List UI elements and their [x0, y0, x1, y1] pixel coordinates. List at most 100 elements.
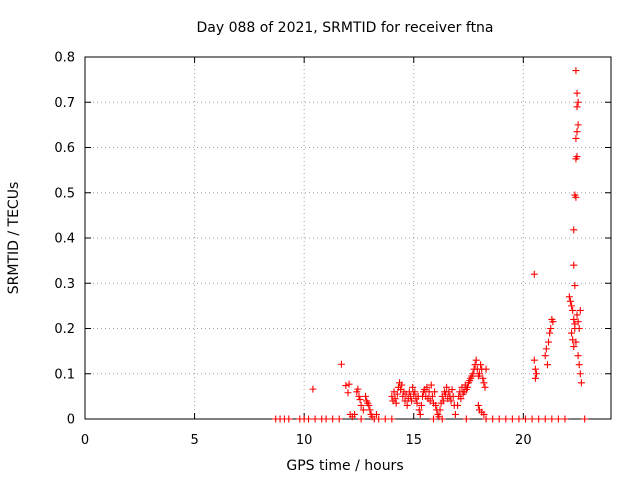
data-point	[344, 389, 352, 397]
data-point	[541, 415, 549, 423]
data-point	[427, 381, 435, 389]
data-point	[576, 370, 584, 378]
data-point	[572, 338, 580, 346]
data-point	[570, 315, 578, 323]
data-point	[365, 401, 373, 409]
data-point	[572, 134, 580, 142]
data-point	[535, 415, 543, 423]
y-tick-label: 0.3	[54, 277, 75, 292]
data-point	[576, 306, 584, 314]
data-point	[573, 89, 581, 97]
data-point	[545, 338, 553, 346]
data-point	[305, 415, 313, 423]
plot-area-border	[84, 56, 612, 420]
data-point	[362, 392, 370, 400]
data-point	[411, 388, 419, 396]
data-point	[432, 401, 440, 409]
data-point	[415, 406, 423, 414]
data-point	[574, 352, 582, 360]
x-tick-label: 5	[190, 433, 198, 448]
data-point	[417, 401, 425, 409]
data-point	[329, 415, 337, 423]
data-point	[436, 406, 444, 414]
data-point	[570, 343, 578, 351]
data-point	[515, 415, 523, 423]
data-point	[565, 293, 573, 301]
chart-title: Day 088 of 2021, SRMTID for receiver ftn…	[196, 20, 493, 36]
data-point	[530, 356, 538, 364]
data-point	[454, 401, 462, 409]
y-tick-label: 0.7	[54, 96, 75, 111]
data-point	[530, 270, 538, 278]
data-point	[457, 395, 465, 403]
data-point	[541, 352, 549, 360]
data-point	[531, 374, 539, 382]
data-point	[508, 415, 516, 423]
data-point	[572, 67, 580, 75]
data-point	[581, 415, 589, 423]
x-tick-label: 0	[81, 433, 89, 448]
data-point	[566, 297, 574, 305]
data-point	[311, 415, 319, 423]
data-point	[357, 415, 365, 423]
data-point	[392, 399, 400, 407]
data-point	[480, 410, 488, 418]
data-point	[431, 388, 439, 396]
x-tick-label: 20	[515, 433, 532, 448]
data-point	[568, 302, 576, 310]
data-point	[403, 401, 411, 409]
data-point	[546, 329, 554, 337]
y-axis-label: SRMTID / TECUs	[6, 182, 22, 295]
data-point	[391, 395, 399, 403]
data-point	[359, 406, 367, 414]
data-point	[570, 261, 578, 269]
data-point	[474, 401, 482, 409]
data-point	[574, 121, 582, 129]
y-tick-label: 0.2	[54, 322, 75, 337]
data-point	[568, 329, 576, 337]
data-point	[429, 415, 437, 423]
data-point	[571, 282, 579, 290]
data-point	[569, 306, 577, 314]
data-point	[366, 406, 374, 414]
data-point	[477, 361, 485, 369]
data-point	[448, 386, 456, 394]
data-point	[573, 103, 581, 111]
data-points	[272, 67, 589, 423]
data-point	[495, 415, 503, 423]
data-point	[447, 397, 455, 405]
data-point	[451, 410, 459, 418]
data-point	[375, 415, 383, 423]
data-point	[489, 415, 497, 423]
data-point	[408, 397, 416, 405]
data-point	[393, 390, 401, 398]
data-point	[435, 413, 443, 421]
x-tick-label: 10	[296, 433, 313, 448]
data-point	[531, 365, 539, 373]
data-point	[542, 345, 550, 353]
axis-ticks: 0 0.1 0.2 0.3 0.4 0.5 0.6 0.7 0.8 0 5 10 15 20	[54, 51, 611, 448]
x-tick-label: 15	[405, 433, 422, 448]
data-point	[549, 318, 557, 326]
data-point	[572, 193, 580, 201]
data-point	[388, 415, 396, 423]
data-point	[573, 153, 581, 161]
data-point	[480, 379, 488, 387]
data-point	[573, 311, 581, 319]
data-point	[416, 410, 424, 418]
data-point	[574, 318, 582, 326]
data-point	[532, 370, 540, 378]
data-point	[570, 226, 578, 234]
data-point	[573, 128, 581, 136]
y-tick-label: 0.8	[54, 51, 75, 66]
y-tick-label: 0.4	[54, 232, 75, 247]
data-point	[285, 415, 293, 423]
data-point	[309, 385, 317, 393]
data-point	[357, 401, 365, 409]
data-point	[462, 415, 470, 423]
data-point	[322, 415, 330, 423]
y-tick-label: 0	[67, 413, 75, 428]
data-point	[398, 381, 406, 389]
data-point	[479, 374, 487, 382]
